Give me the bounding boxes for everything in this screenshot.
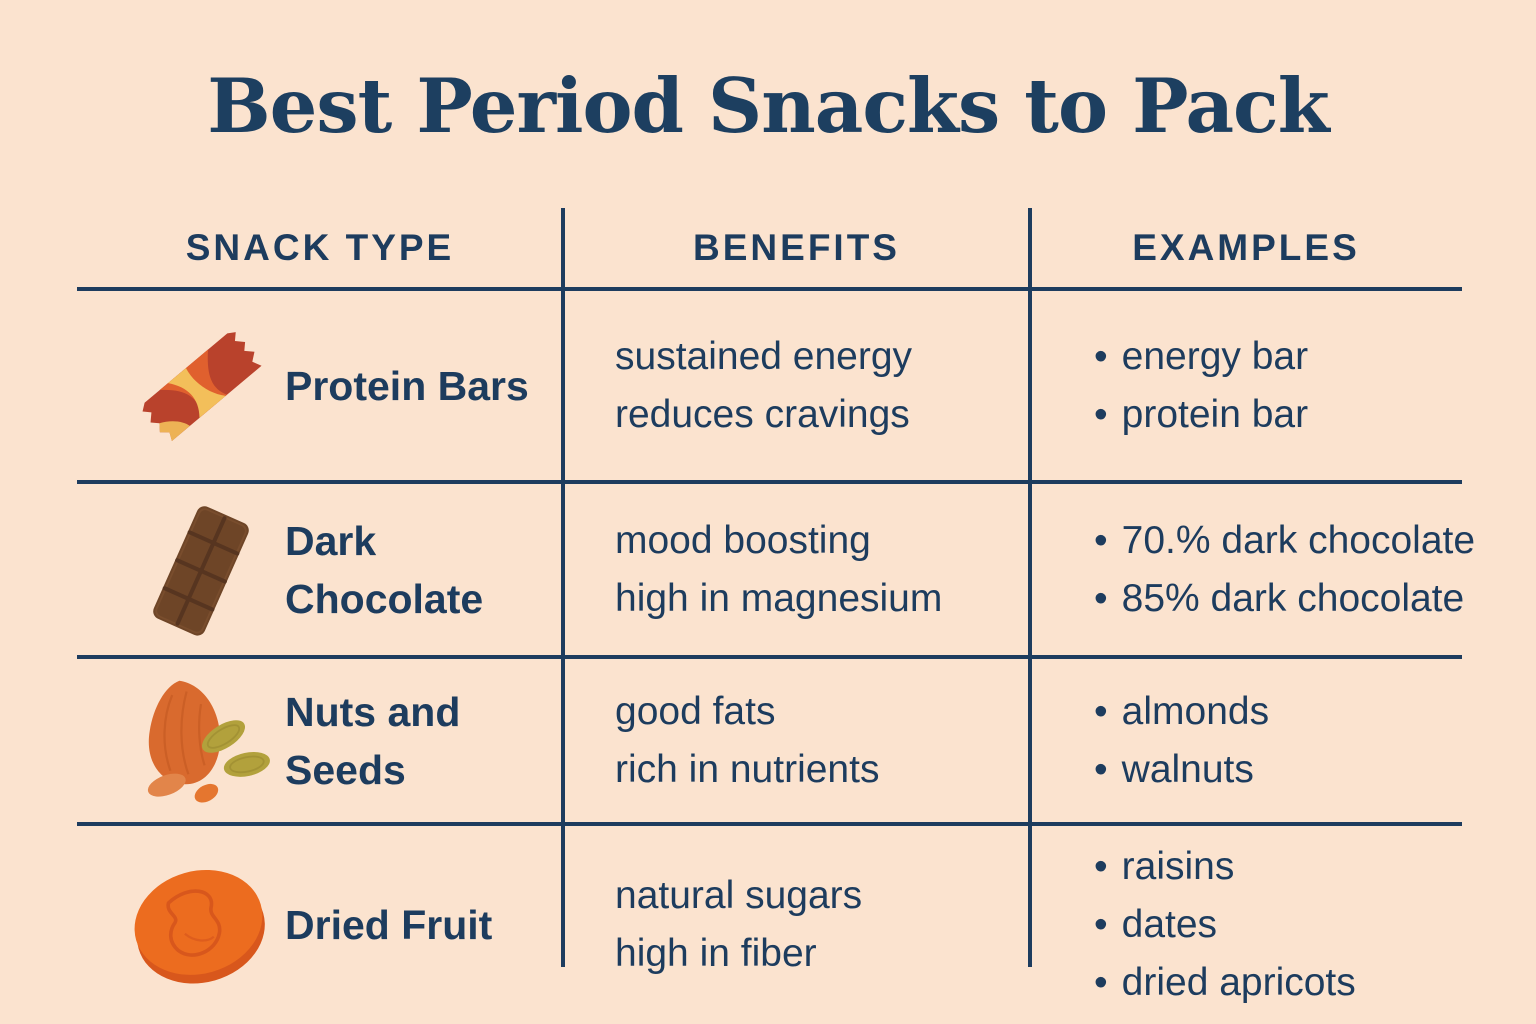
benefits-cell: sustained energy reduces cravings	[563, 291, 1030, 480]
benefit-line: rich in nutrients	[615, 747, 880, 791]
benefit-line: sustained energy	[615, 334, 913, 378]
example-line: • almonds	[1094, 683, 1462, 741]
benefits-cell: mood boosting high in magnesium	[563, 484, 1030, 655]
example-text: protein bar	[1121, 392, 1309, 436]
snack-type-label: Dried Fruit	[285, 902, 493, 948]
example-text: almonds	[1121, 689, 1270, 733]
example-line: • 85% dark chocolate	[1094, 570, 1465, 628]
examples-cell: • 70.% dark chocolate • 85% dark chocolate	[1030, 484, 1475, 655]
benefits-cell: natural sugars high in fiber	[563, 826, 1030, 1024]
example-text: walnuts	[1121, 747, 1254, 791]
column-divider	[1028, 208, 1032, 967]
bullet-icon: •	[1094, 392, 1108, 436]
table-row: Nuts and Seeds good fats rich in nutrient…	[77, 655, 1462, 822]
examples-cell: • almonds • walnuts	[1030, 659, 1462, 822]
benefit-line: reduces cravings	[615, 392, 910, 436]
benefit-line: natural sugars	[615, 874, 863, 917]
snack-type-label: Nuts and Seeds	[285, 688, 461, 793]
column-divider	[561, 208, 565, 967]
example-line: • protein bar	[1094, 386, 1462, 444]
bullet-icon: •	[1094, 845, 1108, 888]
example-line: • dried apricots	[1094, 954, 1462, 1012]
benefits-cell: good fats rich in nutrients	[563, 659, 1030, 822]
table-body: Protein Bars sustained energy reduces cra…	[77, 287, 1475, 1024]
examples-cell: • raisins • dates • dried apricots	[1030, 826, 1462, 1024]
example-line: • raisins	[1094, 838, 1462, 896]
snack-type-cell: Dark Chocolate	[77, 484, 563, 655]
snack-type-cell: Nuts and Seeds	[77, 659, 563, 822]
header-examples: EXAMPLES	[1132, 226, 1360, 268]
benefit-line: mood boosting	[615, 518, 871, 562]
example-text: 85% dark chocolate	[1121, 576, 1465, 620]
table-header-row: SNACK TYPE BENEFITS EXAMPLES	[77, 208, 1462, 287]
bullet-icon: •	[1094, 903, 1108, 946]
snack-type-cell: Protein Bars	[77, 291, 563, 480]
table-row: Dark Chocolate mood boosting high in magn…	[77, 480, 1475, 655]
chocolate-bar-icon	[117, 501, 285, 639]
snack-table: SNACK TYPE BENEFITS EXAMPLES Protein Bar…	[77, 208, 1475, 1024]
dried-apricot-icon	[117, 856, 285, 994]
example-line: • energy bar	[1094, 328, 1462, 386]
example-line: • dates	[1094, 896, 1462, 954]
protein-bar-icon	[117, 317, 285, 455]
bullet-icon: •	[1094, 747, 1108, 791]
example-line: • walnuts	[1094, 741, 1462, 799]
example-text: 70.% dark chocolate	[1121, 518, 1476, 562]
example-text: energy bar	[1121, 334, 1309, 378]
bullet-icon: •	[1094, 518, 1108, 562]
example-line: • 70.% dark chocolate	[1094, 512, 1475, 570]
benefit-line: high in fiber	[615, 932, 817, 975]
bullet-icon: •	[1094, 334, 1108, 378]
bullet-icon: •	[1094, 576, 1108, 620]
table-row: Protein Bars sustained energy reduces cra…	[77, 287, 1462, 480]
bullet-icon: •	[1094, 961, 1108, 1004]
benefit-line: good fats	[615, 689, 776, 733]
snack-type-label: Dark Chocolate	[285, 517, 484, 622]
header-benefits: BENEFITS	[693, 226, 900, 268]
example-text: raisins	[1121, 845, 1235, 888]
page-title: Best Period Snacks to Pack	[207, 62, 1329, 150]
example-text: dates	[1121, 903, 1218, 946]
benefit-line: high in magnesium	[615, 576, 943, 620]
examples-cell: • energy bar • protein bar	[1030, 291, 1462, 480]
header-snack-type: SNACK TYPE	[185, 226, 455, 268]
snack-type-label: Protein Bars	[285, 362, 529, 409]
example-text: dried apricots	[1121, 961, 1356, 1004]
bullet-icon: •	[1094, 689, 1108, 733]
snack-type-cell: Dried Fruit	[77, 826, 563, 1024]
table-row: Dried Fruit natural sugars high in fiber …	[77, 822, 1462, 1024]
nuts-and-seeds-icon	[117, 672, 285, 810]
